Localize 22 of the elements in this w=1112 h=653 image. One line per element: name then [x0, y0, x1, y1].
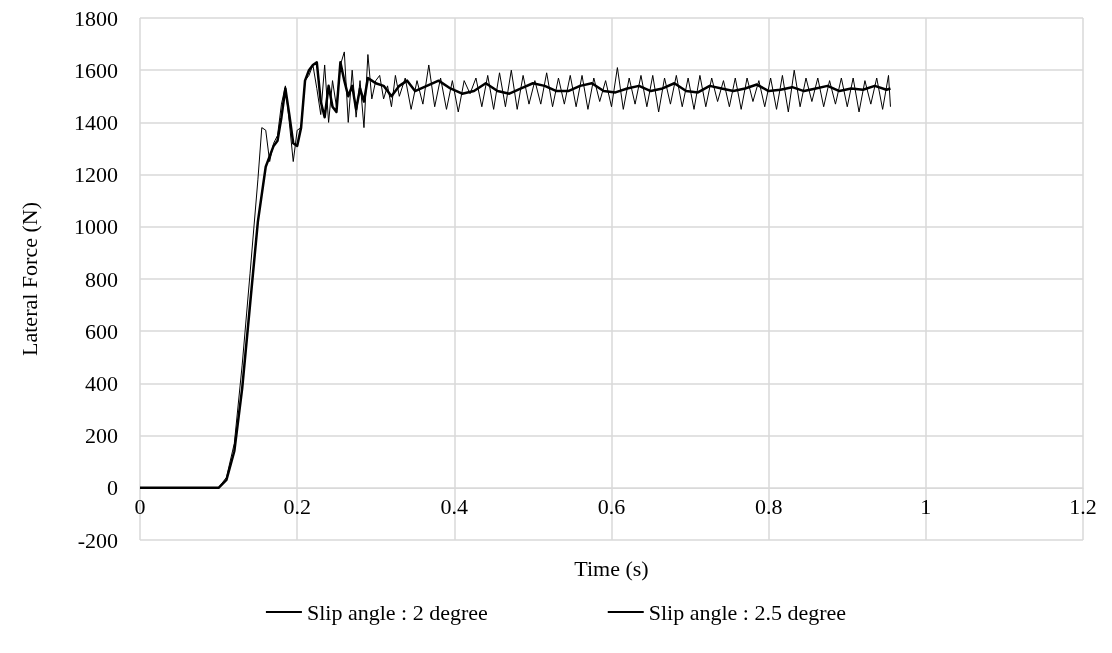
y-tick-label: 200 — [85, 423, 118, 449]
x-tick-label: 0 — [134, 494, 146, 520]
x-tick-label: 1 — [920, 494, 932, 520]
y-tick-label: 1400 — [74, 109, 118, 135]
x-tick-label: 0.8 — [754, 494, 783, 520]
y-tick-label: 1000 — [74, 214, 118, 240]
y-tick-label: 0 — [107, 475, 118, 501]
y-tick-label: 400 — [85, 370, 118, 396]
y-tick-label: 1600 — [74, 57, 118, 83]
y-tick-label: -200 — [77, 527, 118, 553]
y-tick-label: 1200 — [74, 162, 118, 188]
x-tick-label: 0.4 — [440, 494, 469, 520]
y-tick-label: 1800 — [74, 5, 118, 31]
y-tick-label: 800 — [85, 266, 118, 292]
x-tick-label: 1.2 — [1069, 494, 1097, 520]
y-tick-label: 600 — [85, 318, 118, 344]
legend-label: Slip angle : 2 degree — [306, 599, 488, 625]
x-tick-label: 0.6 — [597, 494, 626, 520]
x-axis-title: Time (s) — [574, 556, 649, 582]
x-tick-label: 0.2 — [283, 494, 311, 520]
legend-label: Slip angle : 2.5 degree — [648, 599, 847, 625]
y-axis-title: Lateral Force (N) — [16, 202, 42, 356]
